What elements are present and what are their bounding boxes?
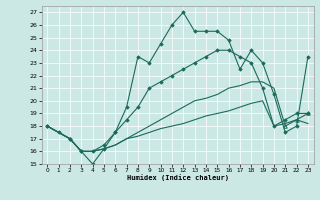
X-axis label: Humidex (Indice chaleur): Humidex (Indice chaleur) <box>127 175 228 181</box>
